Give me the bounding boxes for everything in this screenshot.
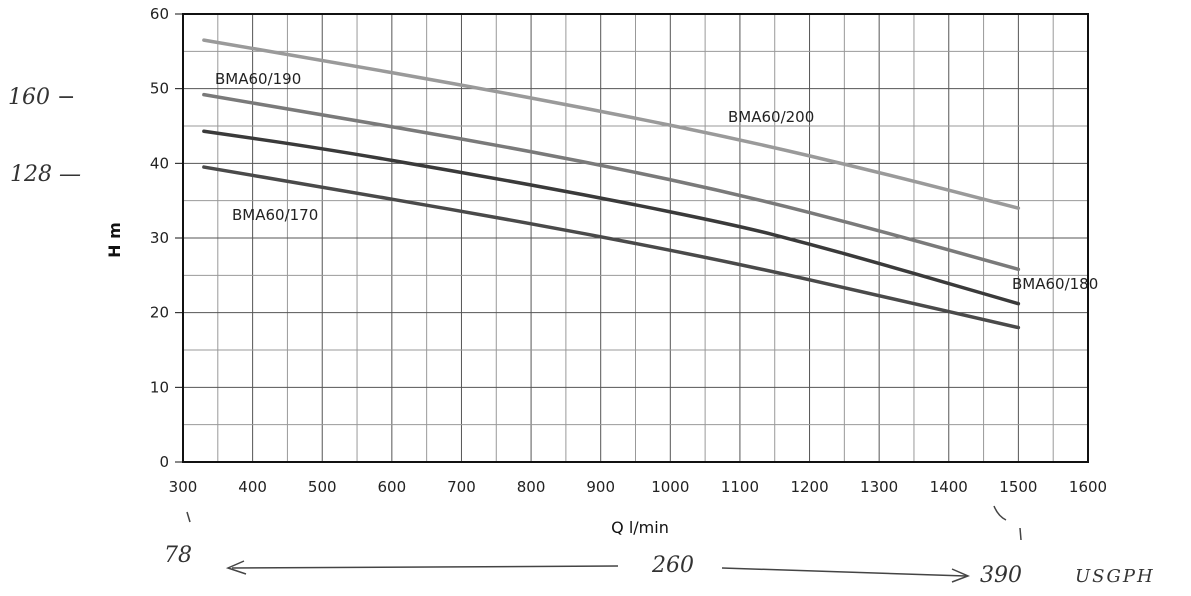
x-tick-label: 1500 — [999, 478, 1037, 496]
y-tick-label: 0 — [159, 453, 169, 471]
x-tick-label: 400 — [238, 478, 267, 496]
x-tick-label: 300 — [169, 478, 198, 496]
series-label-bma60-170: BMA60/170 — [232, 206, 318, 224]
handwritten-unit: USGPH — [1075, 566, 1155, 587]
y-tick-label: 40 — [150, 154, 169, 172]
handwritten-128: 128 — — [10, 162, 81, 187]
series-label-bma60-180: BMA60/180 — [1012, 275, 1098, 293]
x-tick-label: 1000 — [651, 478, 689, 496]
y-axis-title: H m — [105, 222, 124, 258]
handwritten-260: 260 — [651, 553, 694, 578]
x-axis-title: Q l/min — [611, 518, 669, 537]
series-line-bma60-200 — [202, 38, 1021, 210]
y-axis-ticks: 0 10 20 30 40 50 60 — [150, 5, 183, 471]
x-tick-label: 600 — [378, 478, 407, 496]
x-tick-label: 700 — [447, 478, 476, 496]
y-tick-label: 10 — [150, 378, 169, 396]
series-line-bma60-190 — [202, 92, 1021, 272]
series-line-bma60-170 — [202, 165, 1021, 330]
x-tick-label: 1300 — [860, 478, 898, 496]
y-tick-label: 60 — [150, 5, 169, 23]
x-tick-label: 900 — [586, 478, 615, 496]
x-axis-ticks: 300 400 500 600 700 800 900 1000 1100 1200 1300 140… — [169, 478, 1107, 496]
series-layer — [202, 38, 1021, 330]
series-line-bma60-180 — [202, 129, 1021, 306]
x-tick-label: 800 — [517, 478, 546, 496]
x-tick-label: 1200 — [790, 478, 828, 496]
y-tick-label: 50 — [150, 80, 169, 98]
grid — [182, 13, 1089, 463]
handwritten-390: 390 — [980, 563, 1022, 588]
series-label-bma60-190: BMA60/190 — [215, 70, 301, 88]
handwritten-160: 160 − — [8, 85, 75, 110]
x-tick-label: 1400 — [930, 478, 968, 496]
y-tick-label: 30 — [150, 229, 169, 247]
series-label-bma60-200: BMA60/200 — [728, 108, 814, 126]
x-tick-label: 500 — [308, 478, 337, 496]
x-tick-label: 1100 — [721, 478, 759, 496]
handwritten-78: 78 — [164, 543, 192, 568]
x-tick-label: 1600 — [1069, 478, 1107, 496]
handwritten-arrows — [186, 505, 1022, 583]
y-tick-label: 20 — [150, 304, 169, 322]
